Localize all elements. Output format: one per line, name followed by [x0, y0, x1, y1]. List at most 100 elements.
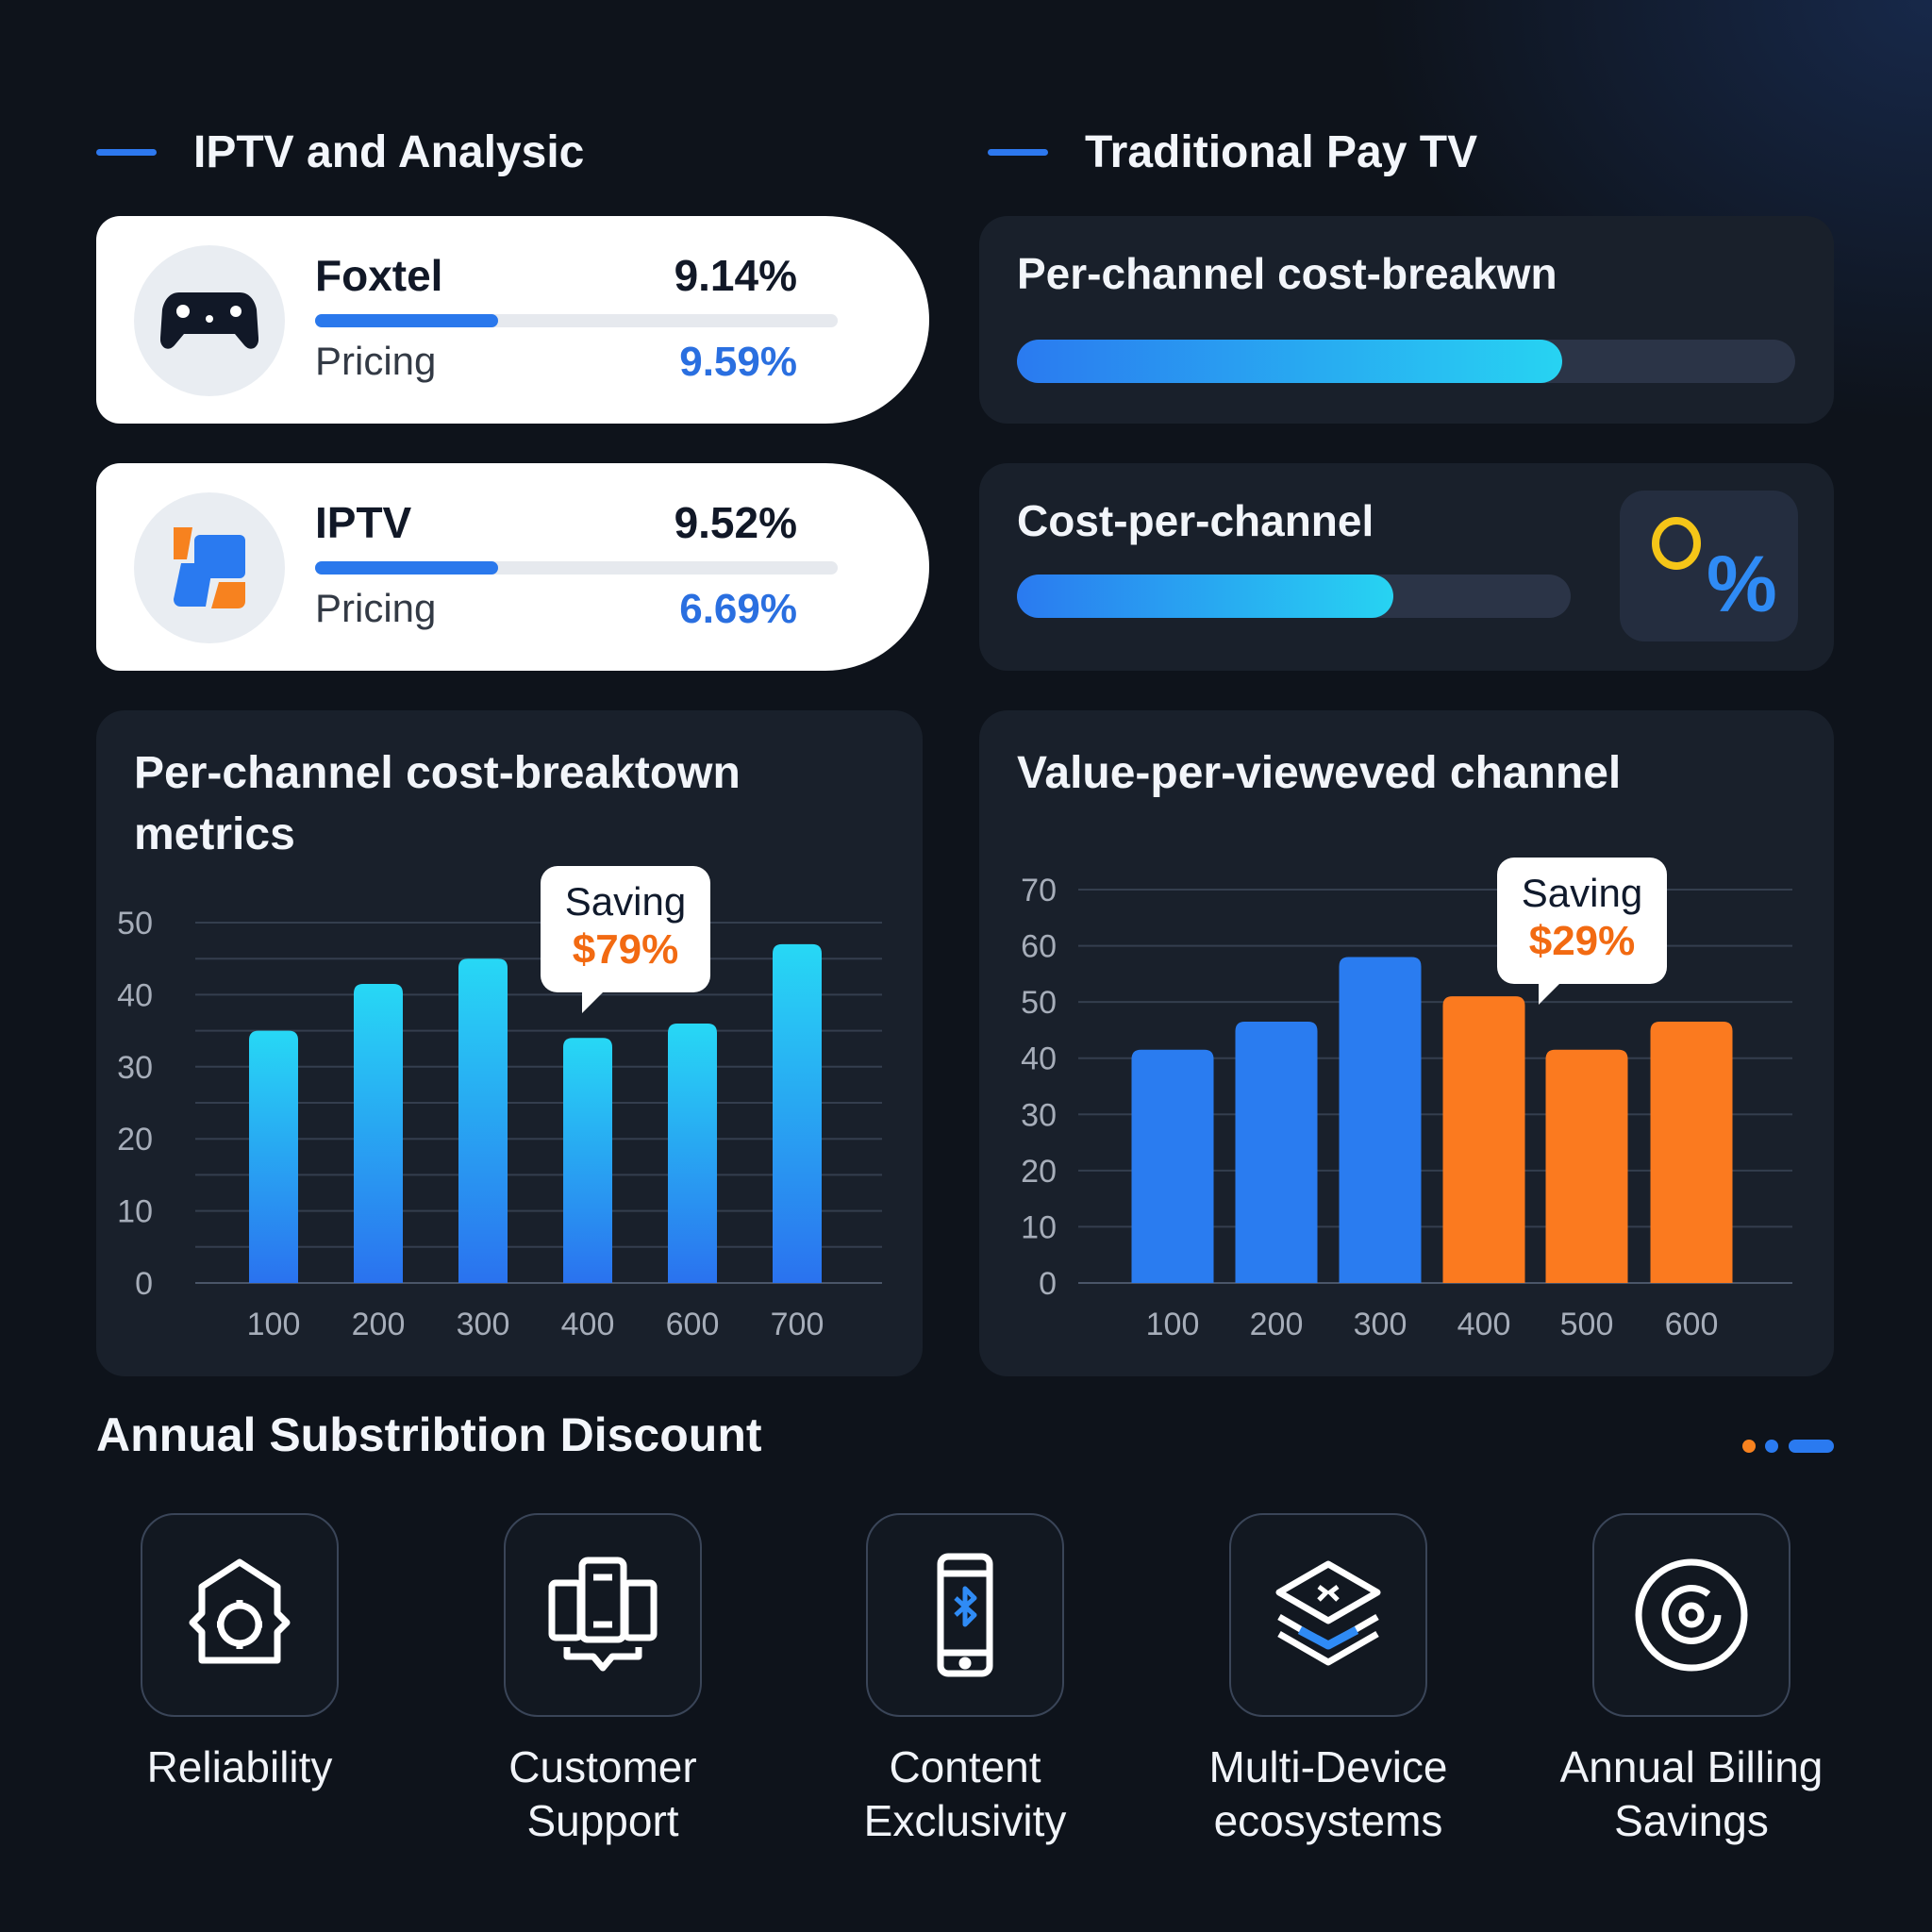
progress-bar	[1017, 340, 1795, 383]
section-title: IPTV and Analysic	[193, 127, 585, 177]
card-title: Per-channel cost-breakwn	[1017, 249, 1557, 298]
support-devices-icon	[548, 1557, 658, 1672]
tile-multi-device[interactable]	[1229, 1513, 1427, 1717]
provider-card-foxtel[interactable]: Foxtel 9.14% Pricing 9.59%	[96, 216, 929, 424]
y-tick-label: 10	[117, 1194, 153, 1230]
y-tick-label: 10	[1021, 1209, 1057, 1245]
pager-dot-2[interactable]	[1765, 1440, 1778, 1453]
provider-progress-fill	[315, 314, 498, 327]
discount-title: Annual Substribtion Discount	[96, 1408, 762, 1461]
callout-label: Saving	[1521, 871, 1643, 915]
bar	[1339, 957, 1422, 1283]
tile-reliability[interactable]	[141, 1513, 339, 1717]
x-tick-label: 600	[1665, 1307, 1719, 1342]
x-tick-label: 600	[666, 1307, 720, 1342]
bar	[1442, 996, 1525, 1283]
tile-label-line: Savings	[1614, 1796, 1769, 1845]
section-title: Traditional Pay TV	[1085, 127, 1478, 177]
callout-value: $29%	[1528, 918, 1636, 964]
provider-sub-value: 6.69%	[679, 586, 797, 632]
provider-value: 9.14%	[674, 251, 797, 300]
provider-sub-value: 9.59%	[679, 339, 797, 385]
tile-label: Customer Support	[433, 1740, 773, 1848]
x-tick-label: 200	[1250, 1307, 1304, 1342]
x-tick-label: 200	[352, 1307, 406, 1342]
layers-icon	[1275, 1560, 1381, 1666]
provider-card-iptv[interactable]: IPTV 9.52% Pricing 6.69%	[96, 463, 929, 671]
phone-bluetooth-icon	[937, 1553, 993, 1677]
y-tick-label: 20	[117, 1122, 153, 1158]
y-tick-label: 50	[117, 906, 153, 941]
callout-label: Saving	[564, 879, 687, 924]
tile-label-line: Exclusivity	[863, 1796, 1067, 1845]
y-tick-label: 30	[1021, 1097, 1057, 1133]
callout-value: $79%	[572, 926, 679, 973]
header-dash	[96, 149, 157, 156]
bar-chart-left: 0 10 20 30 40 50 100 200 300 400 600 700	[117, 906, 882, 1342]
y-tick-label: 40	[117, 977, 153, 1013]
progress-fill	[1017, 575, 1394, 618]
header-dash	[988, 149, 1048, 156]
provider-progress	[315, 314, 838, 327]
pager-dot-1[interactable]	[1742, 1440, 1756, 1453]
tile-label: Multi-Device ecosystems	[1158, 1740, 1498, 1848]
pager-dot-active[interactable]	[1789, 1440, 1834, 1453]
x-tick-label: 300	[457, 1307, 510, 1342]
tile-label-line: Multi-Device	[1208, 1742, 1448, 1791]
saving-callout: Saving $29%	[1497, 858, 1667, 1005]
x-tick-label: 700	[771, 1307, 824, 1342]
tile-label-line: Content	[889, 1742, 1041, 1791]
chart-title: Value-per-viewe​ved channel	[1017, 748, 1622, 798]
tile-label-line: Support	[526, 1796, 679, 1845]
percent-icon: %	[1620, 491, 1798, 641]
x-tick-label: 400	[561, 1307, 615, 1342]
tile-customer-support[interactable]	[504, 1513, 702, 1717]
house-gear-icon	[189, 1558, 291, 1664]
provider-name: IPTV	[315, 498, 412, 547]
bar	[1131, 1049, 1214, 1283]
tile-label-line: Customer	[508, 1742, 697, 1791]
bar	[458, 958, 508, 1283]
provider-progress-fill	[315, 561, 498, 575]
provider-progress	[315, 561, 838, 575]
saving-callout: Saving $79%	[541, 866, 710, 1013]
card-title: Cost-per-channel	[1017, 496, 1374, 545]
progress-bar	[1017, 575, 1571, 618]
tile-label-line: Annual Billing	[1559, 1742, 1824, 1791]
tile-label: Content Exclusivity	[795, 1740, 1135, 1848]
y-tick-label: 20	[1021, 1154, 1057, 1190]
provider-value: 9.52%	[674, 498, 797, 547]
bar	[354, 983, 403, 1283]
target-icon	[1635, 1558, 1748, 1672]
per-channel-breakdown-card: Per-channel cost-breakwn	[979, 216, 1834, 424]
chart-card-right: Value-per-viewe​ved channel 0 10 20 30 40 50 6…	[979, 710, 1834, 1376]
provider-name: Foxtel	[315, 251, 443, 300]
x-tick-label: 400	[1457, 1307, 1511, 1342]
x-tick-label: 500	[1560, 1307, 1614, 1342]
y-tick-label: 30	[117, 1050, 153, 1086]
gamepad-icon	[134, 245, 285, 396]
tile-label-line: ecosystems	[1213, 1796, 1443, 1845]
progress-fill	[1017, 340, 1562, 383]
section-header-traditional: Traditional Pay TV	[988, 126, 1477, 178]
x-tick-label: 100	[1146, 1307, 1200, 1342]
tile-annual-billing[interactable]	[1592, 1513, 1790, 1717]
bar	[1650, 1021, 1733, 1283]
cost-per-channel-card: Cost-per-channel %	[979, 463, 1834, 671]
provider-sub-label: Pricing	[315, 586, 437, 630]
x-tick-label: 100	[247, 1307, 301, 1342]
bar	[563, 1038, 612, 1283]
tile-label: Reliability	[146, 1742, 333, 1791]
x-tick-label: 300	[1354, 1307, 1407, 1342]
svg-text:%: %	[1707, 540, 1777, 628]
bar	[1235, 1021, 1318, 1283]
bar	[668, 1023, 717, 1283]
y-tick-label: 70	[1021, 873, 1057, 908]
chart-title: Per-channel cost-breaktown metrics	[134, 748, 741, 859]
section-header-iptv: IPTV and Analysic	[96, 126, 584, 178]
y-tick-label: 40	[1021, 1041, 1057, 1077]
tile-label: Annual Billing Savings	[1522, 1740, 1861, 1848]
chart-card-left: Per-channel cost-breaktown metrics 0 10 20…	[96, 710, 923, 1376]
tile-content-exclusivity[interactable]	[866, 1513, 1064, 1717]
y-tick-label: 0	[1039, 1266, 1057, 1302]
